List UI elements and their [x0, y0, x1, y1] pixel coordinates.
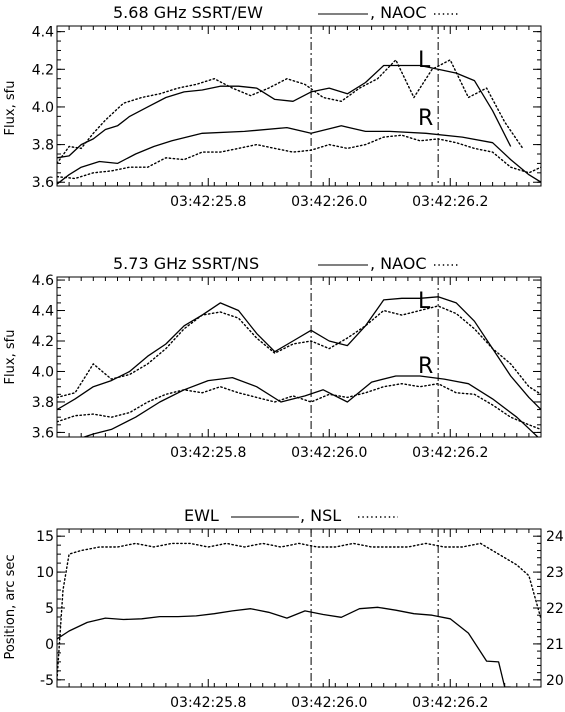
panel-2-title-prefix: 5.73 GHz SSRT/NS: [113, 254, 259, 273]
panel-1: 5.68 GHz SSRT/EW , NAOC Flux, sfu 3.6 3.8…: [3, 3, 542, 210]
plot-frame: [56, 276, 542, 438]
y2-tick-label: 22: [546, 601, 564, 617]
series-ssrt-ew-l: [57, 64, 512, 159]
series-naoc-l: [57, 59, 524, 165]
panel-1-annotation-r: R: [418, 106, 433, 131]
x-tick-label: 03:42:26.0: [291, 445, 367, 461]
x-tick-label: 03:42:26.2: [412, 445, 488, 461]
y-tick-label: 10: [36, 565, 54, 581]
panel-2-annotation-r: R: [418, 354, 433, 379]
panel-1-title-prefix: 5.68 GHz SSRT/EW: [113, 3, 263, 22]
series-group: [57, 542, 541, 687]
panel-3-title-prefix: EWL: [184, 506, 219, 525]
y-tick-label: 4.2: [32, 62, 54, 78]
panel-3-ylabel: Position, arc sec: [3, 554, 18, 659]
y-tick-label: 0: [45, 637, 54, 653]
series-group: [57, 296, 541, 437]
x-tick-label: 03:42:26.2: [412, 695, 488, 711]
series-ssrt-ew-r: [57, 125, 541, 185]
series-ssrt-ns-r: [82, 375, 539, 437]
y-tick-label: 4.0: [32, 364, 54, 380]
panel-1-plot: 3.6 3.8 4.0 4.2 4.4 03:42:25.8 03:42:26.0 03:42…: [32, 25, 542, 210]
series-ssrt-ns-l: [57, 296, 541, 411]
y2-tick-label: 21: [546, 637, 564, 653]
y-tick-label: 4.4: [32, 25, 54, 41]
series-naoc-r: [57, 134, 541, 180]
panel-1-ylabel: Flux, sfu: [3, 81, 18, 136]
panel-1-annotation-l: L: [418, 48, 431, 73]
y-tick-label: 5: [45, 601, 54, 617]
x-tick-label: 03:42:26.2: [412, 194, 488, 210]
y-tick-label: 15: [36, 529, 54, 545]
panel-2-ylabel: Flux, sfu: [3, 330, 18, 385]
panel-3: EWL , NSL Position, arc sec -5 0 5 10 15 20 21…: [3, 506, 564, 711]
y2-tick-label: 20: [546, 673, 564, 689]
series-naoc-r: [57, 383, 541, 431]
y2-tick-label: 24: [546, 529, 564, 545]
y-tick-label: 3.6: [32, 175, 54, 191]
series-nsl: [57, 542, 541, 681]
panel-1-title-mid: , NAOC: [370, 3, 427, 22]
series-group: [57, 59, 541, 185]
panel-2-annotation-l: L: [418, 289, 431, 314]
panel-3-title-mid: , NSL: [300, 506, 341, 525]
panel-3-plot: -5 0 5 10 15 20 21 22 23 24 03:42:25.8 03:42:26.0 03…: [36, 528, 564, 711]
y-tick-label: 4.0: [32, 100, 54, 116]
plot-frame: [56, 528, 542, 688]
y2-tick-label: 23: [546, 565, 564, 581]
x-tick-label: 03:42:25.8: [170, 445, 246, 461]
y-tick-label: 4.2: [32, 334, 54, 350]
x-tick-label: 03:42:26.0: [291, 695, 367, 711]
series-naoc-l: [57, 305, 541, 399]
panel-2: 5.73 GHz SSRT/NS , NAOC Flux, sfu 3.6 3.8…: [3, 254, 542, 461]
y-tick-label: -5: [40, 673, 54, 689]
panel-2-plot: 3.6 3.8 4.0 4.2 4.4 4.6 03:42:25.8 03:42:26.0 03…: [32, 273, 542, 461]
x-tick-label: 03:42:25.8: [170, 695, 246, 711]
y-tick-label: 3.8: [32, 395, 54, 411]
x-tick-label: 03:42:26.0: [291, 194, 367, 210]
y-tick-label: 4.6: [32, 273, 54, 289]
y-tick-label: 3.6: [32, 425, 54, 441]
x-tick-label: 03:42:25.8: [170, 194, 246, 210]
plot-frame: [56, 25, 542, 187]
panel-2-title-mid: , NAOC: [370, 254, 427, 273]
y-tick-label: 3.8: [32, 138, 54, 154]
y-tick-label: 4.4: [32, 304, 54, 320]
series-ewl: [57, 606, 511, 687]
